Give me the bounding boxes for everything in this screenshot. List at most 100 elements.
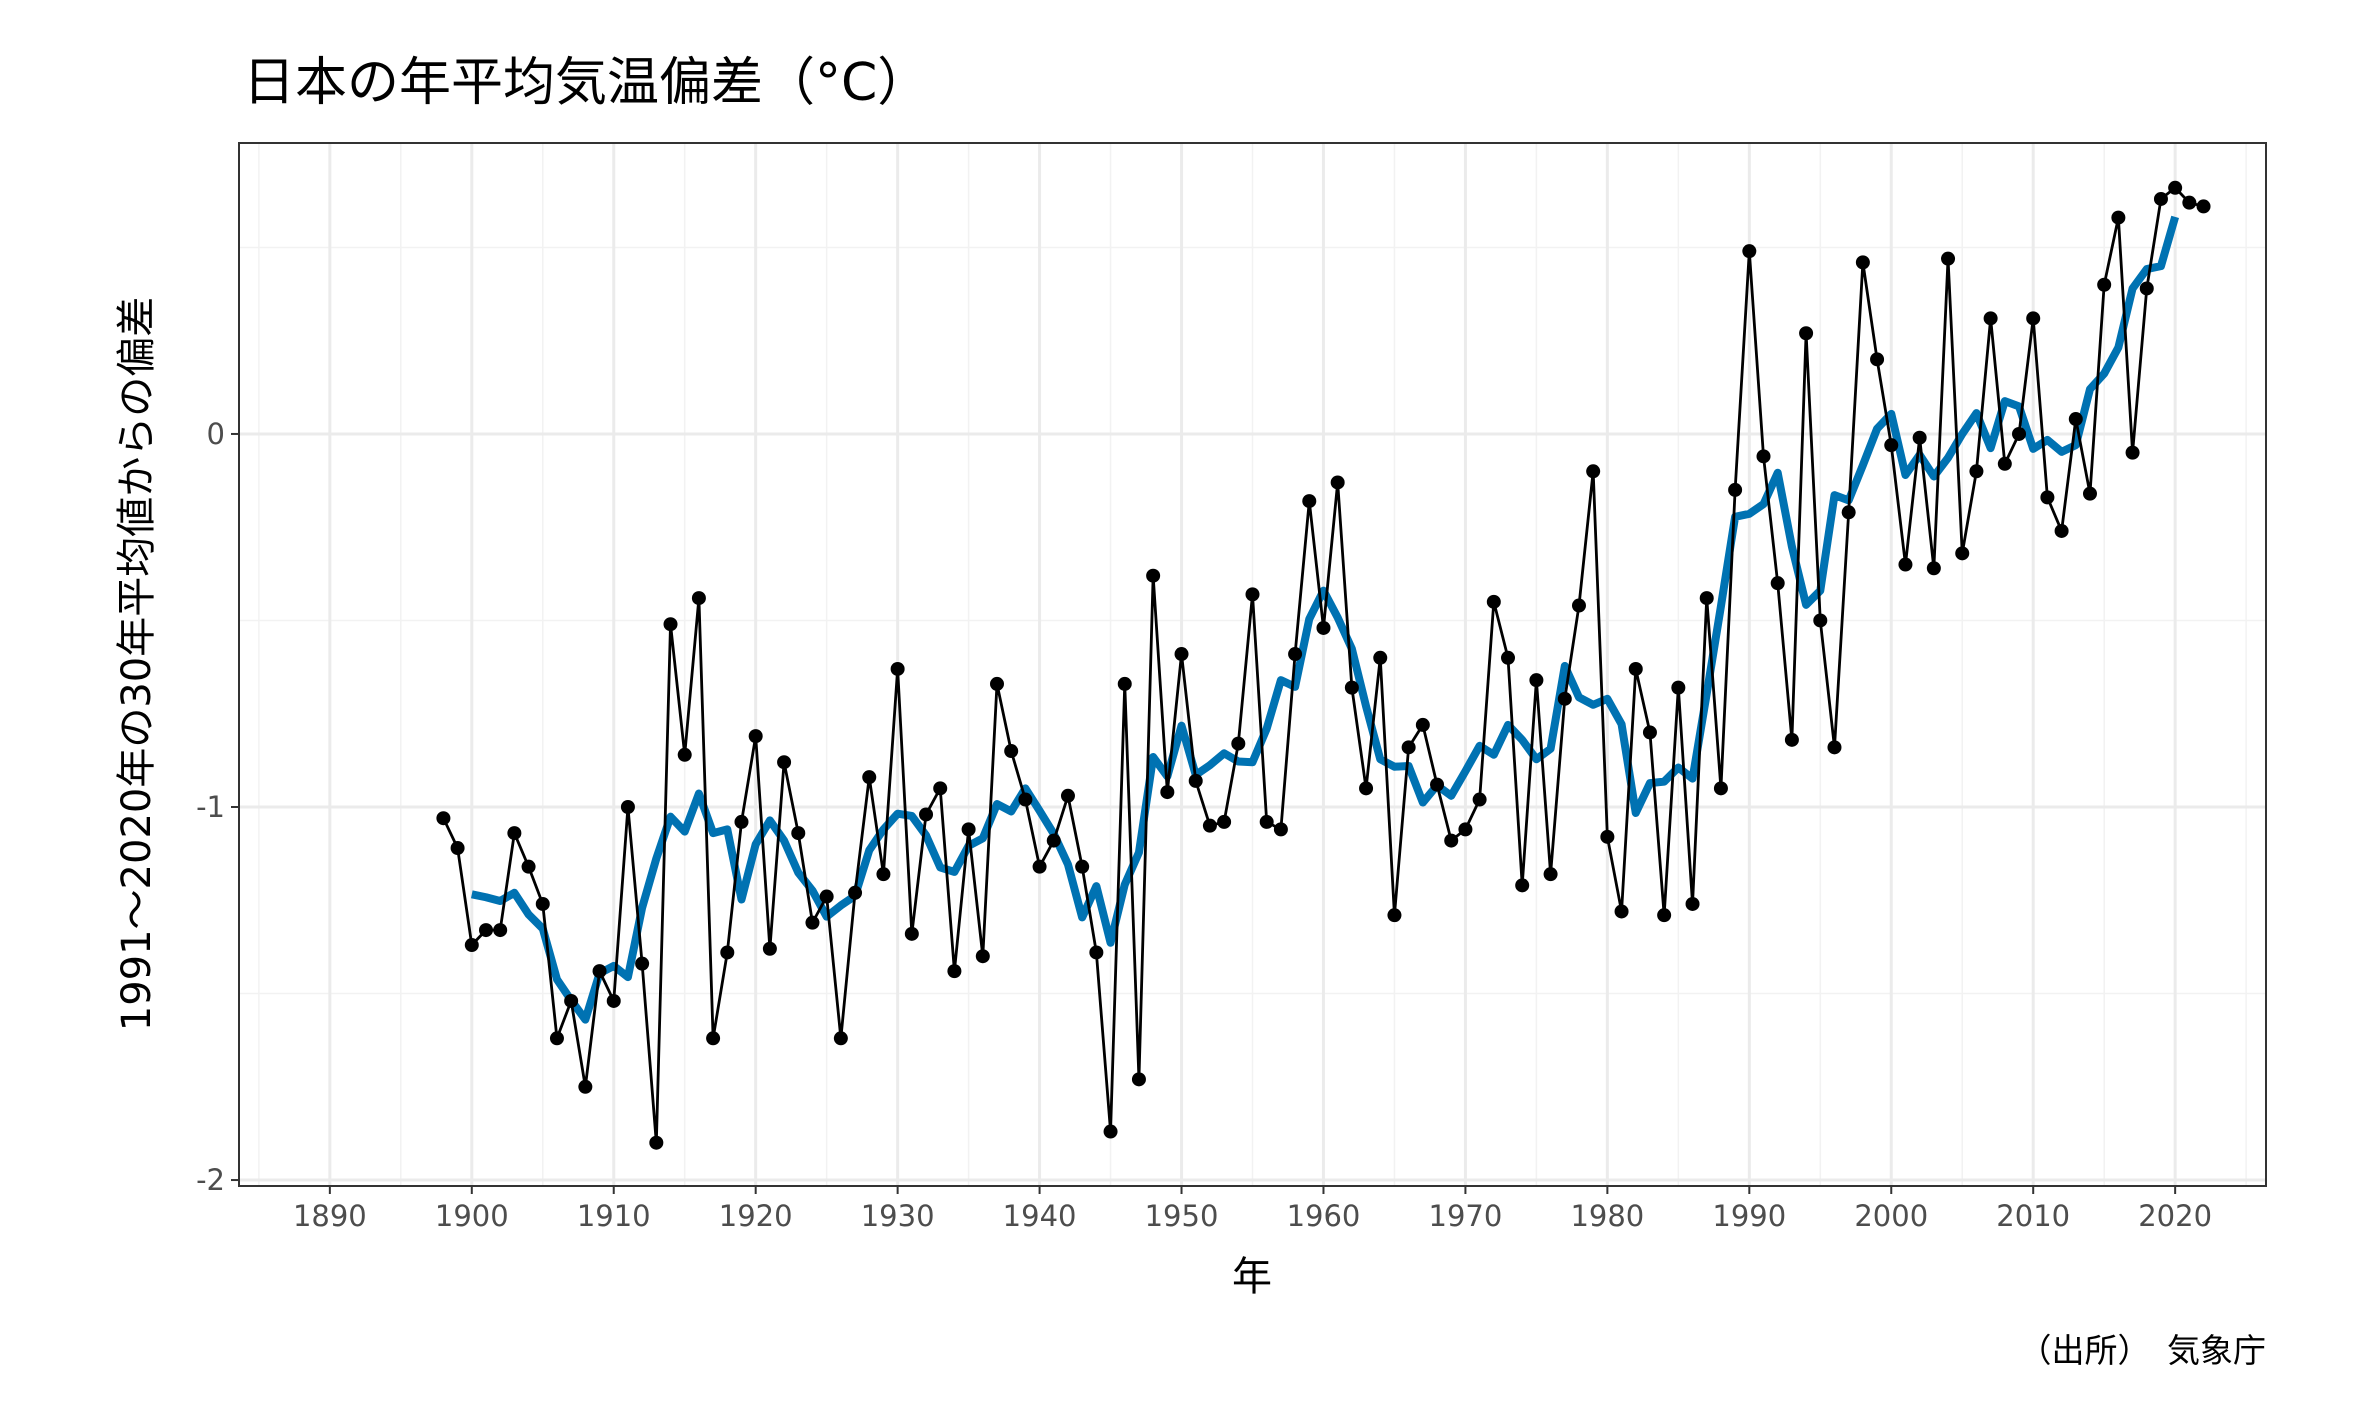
data-point bbox=[2097, 277, 2112, 292]
data-point bbox=[1898, 557, 1913, 572]
data-point bbox=[1188, 773, 1203, 788]
data-point bbox=[1018, 792, 1033, 807]
x-tick-label: 2010 bbox=[1996, 1199, 2070, 1233]
data-point bbox=[989, 676, 1004, 691]
y-tick-label: -2 bbox=[196, 1163, 225, 1197]
data-point bbox=[1571, 598, 1586, 613]
moving-average-line bbox=[470, 215, 2179, 1024]
data-point bbox=[1969, 464, 1984, 479]
data-point bbox=[833, 1031, 848, 1046]
data-point bbox=[791, 826, 806, 841]
x-tick-label: 1960 bbox=[1287, 1199, 1361, 1233]
data-point bbox=[1870, 352, 1885, 367]
data-point bbox=[436, 811, 451, 826]
data-point bbox=[1117, 676, 1132, 691]
data-point bbox=[720, 945, 735, 960]
data-point bbox=[1202, 818, 1217, 833]
data-point bbox=[1841, 505, 1856, 520]
data-point bbox=[1543, 867, 1558, 882]
data-point bbox=[649, 1135, 664, 1150]
data-point bbox=[464, 938, 479, 953]
data-point bbox=[2139, 281, 2154, 296]
x-axis-title: 年 bbox=[1232, 1254, 1272, 1300]
data-point bbox=[450, 841, 465, 856]
data-point bbox=[1955, 546, 1970, 561]
data-point bbox=[1075, 859, 1090, 874]
data-point bbox=[1983, 311, 1998, 326]
data-point bbox=[1273, 822, 1288, 837]
y-tick-label: 0 bbox=[207, 417, 225, 451]
data-point bbox=[1458, 822, 1473, 837]
data-point bbox=[1259, 814, 1274, 829]
data-point bbox=[1713, 781, 1728, 796]
data-point bbox=[1742, 244, 1757, 259]
data-point bbox=[535, 896, 550, 911]
data-point bbox=[1486, 594, 1501, 609]
x-tick-label: 1900 bbox=[435, 1199, 509, 1233]
y-axis-title: 1991～2020年の30年平均値からの偏差 bbox=[114, 297, 160, 1032]
data-point bbox=[1046, 833, 1061, 848]
data-point bbox=[933, 781, 948, 796]
data-point bbox=[1401, 740, 1416, 755]
data-point bbox=[1387, 908, 1402, 923]
data-point bbox=[2068, 412, 2083, 427]
data-point bbox=[1004, 744, 1019, 759]
chart-title: 日本の年平均気温偏差（°C） bbox=[243, 53, 929, 113]
x-tick-label: 2000 bbox=[1854, 1199, 1928, 1233]
data-point bbox=[1174, 647, 1189, 662]
data-point bbox=[2153, 191, 2168, 206]
data-point bbox=[2026, 311, 2041, 326]
data-point bbox=[1699, 591, 1714, 606]
data-point bbox=[904, 926, 919, 941]
data-point bbox=[549, 1031, 564, 1046]
data-marks bbox=[436, 180, 2211, 1150]
data-point bbox=[1657, 908, 1672, 923]
data-point bbox=[507, 826, 522, 841]
data-point bbox=[1941, 251, 1956, 266]
data-point bbox=[1827, 740, 1842, 755]
data-point bbox=[777, 755, 792, 770]
data-point bbox=[1288, 647, 1303, 662]
data-point bbox=[1529, 673, 1544, 688]
y-axis: 0 -1 -2 bbox=[196, 417, 239, 1197]
data-point bbox=[578, 1079, 593, 1094]
data-point bbox=[947, 964, 962, 979]
data-point bbox=[1586, 464, 1601, 479]
data-point bbox=[592, 964, 607, 979]
x-tick-label: 1890 bbox=[293, 1199, 367, 1233]
data-point bbox=[1756, 449, 1771, 464]
y-tick-label: -1 bbox=[196, 790, 225, 824]
data-point bbox=[1060, 788, 1075, 803]
x-tick-label: 1980 bbox=[1570, 1199, 1644, 1233]
grid bbox=[239, 143, 2266, 1186]
data-point bbox=[1614, 904, 1629, 919]
data-point bbox=[620, 799, 635, 814]
data-point bbox=[819, 889, 834, 904]
data-point bbox=[734, 814, 749, 829]
data-point bbox=[1557, 691, 1572, 706]
data-point bbox=[1600, 829, 1615, 844]
data-point bbox=[1103, 1124, 1118, 1139]
panel-border bbox=[238, 142, 2267, 1187]
data-point bbox=[1685, 896, 1700, 911]
x-tick-label: 1940 bbox=[1003, 1199, 1077, 1233]
data-point bbox=[1373, 650, 1388, 665]
data-point bbox=[1912, 430, 1927, 445]
data-point bbox=[919, 807, 934, 822]
data-point bbox=[1089, 945, 1104, 960]
data-point bbox=[862, 770, 877, 785]
data-point bbox=[1316, 620, 1331, 635]
data-point bbox=[961, 822, 976, 837]
data-point bbox=[493, 923, 508, 938]
data-point bbox=[1501, 650, 1516, 665]
x-tick-label: 1920 bbox=[719, 1199, 793, 1233]
data-point bbox=[1515, 878, 1530, 893]
data-point bbox=[2082, 486, 2097, 501]
data-point bbox=[1813, 613, 1828, 628]
data-point bbox=[2012, 426, 2027, 441]
data-point bbox=[1330, 475, 1345, 490]
data-point bbox=[1728, 482, 1743, 497]
data-point bbox=[2040, 490, 2055, 505]
data-point bbox=[975, 949, 990, 964]
